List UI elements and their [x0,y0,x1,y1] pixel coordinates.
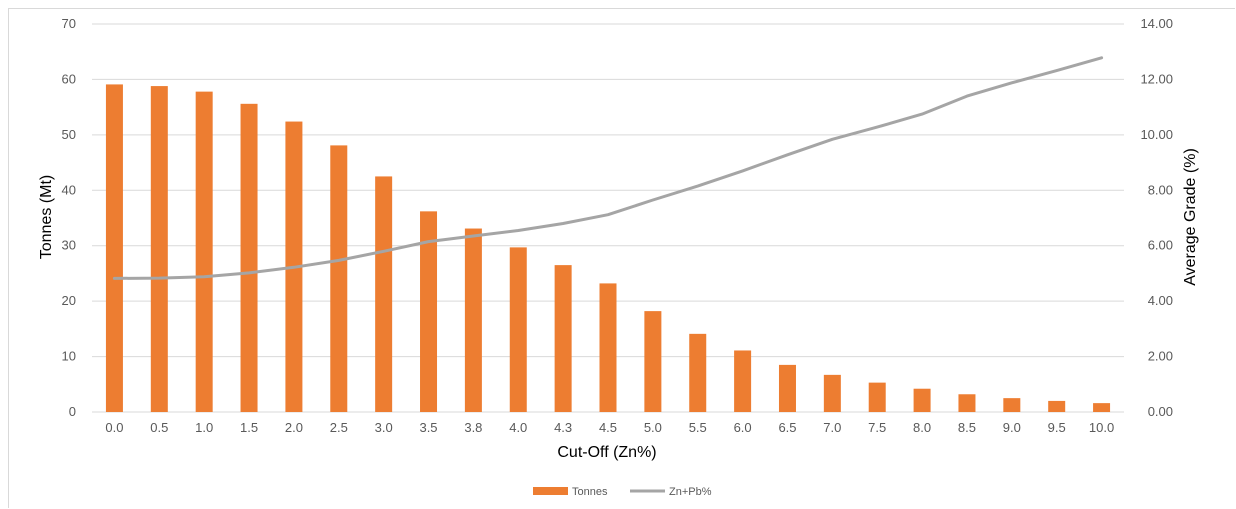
x-tick-label: 3.5 [419,420,437,435]
x-tick-label: 5.0 [644,420,662,435]
bar [958,394,976,412]
bar [1003,398,1021,412]
x-tick-label: 9.0 [1003,420,1021,435]
y-tick-label: 0 [69,404,76,419]
bar [195,91,213,412]
x-tick-label: 0.0 [105,420,123,435]
x-axis-ticks: 0.0 0.5 1.0 1.5 2.0 2.5 3.0 3.5 3.8 4.0 4.3 4.5 5.0 5… [105,420,1114,435]
y-tick-label: 70 [62,16,76,31]
bar [105,84,123,412]
y-axis-right-ticks: 0.00 2.00 4.00 6.00 8.00 10.00 12.00 14.00 [1140,16,1173,419]
bar [375,176,393,412]
y2-tick-label: 6.00 [1148,238,1173,253]
x-tick-label: 3.8 [464,420,482,435]
y2-tick-label: 12.00 [1140,71,1173,86]
bar [689,333,707,412]
x-tick-label: 3.0 [375,420,393,435]
y-axis-left-title: Tonnes (Mt) [38,175,55,259]
bar-series [105,84,1111,413]
bar [599,283,617,412]
legend: Tonnes Zn+Pb% [533,486,712,498]
x-tick-label: 4.3 [554,420,572,435]
y2-tick-label: 4.00 [1148,293,1173,308]
y2-tick-label: 14.00 [1140,16,1173,31]
x-tick-label: 2.5 [330,420,348,435]
x-tick-label: 4.5 [599,420,617,435]
bar [913,388,931,412]
y2-tick-label: 10.00 [1140,127,1173,142]
bar [734,350,752,412]
bar [554,265,572,412]
line-series [112,56,1104,280]
y-axis-right-title: Average Grade (%) [1182,148,1199,286]
y-tick-label: 20 [62,293,76,308]
y2-tick-label: 0.00 [1148,404,1173,419]
x-tick-label: 0.5 [150,420,168,435]
y-tick-label: 10 [62,349,76,364]
x-tick-label: 5.5 [689,420,707,435]
x-tick-label: 6.0 [734,420,752,435]
grade-line [112,56,1104,280]
y-tick-label: 40 [62,182,76,197]
bar [420,211,438,412]
bar [464,228,482,412]
x-tick-label: 2.0 [285,420,303,435]
legend-label-grade: Zn+Pb% [669,486,712,498]
y-tick-label: 60 [62,71,76,86]
y2-tick-label: 2.00 [1148,349,1173,364]
x-tick-label: 7.5 [868,420,886,435]
x-tick-label: 4.0 [509,420,527,435]
bar [240,103,258,413]
x-tick-label: 7.0 [823,420,841,435]
x-tick-label: 10.0 [1089,420,1114,435]
y-tick-label: 30 [62,238,76,253]
x-tick-label: 1.0 [195,420,213,435]
bar [823,374,841,412]
y2-tick-label: 8.00 [1148,182,1173,197]
x-tick-label: 9.5 [1048,420,1066,435]
y-tick-label: 50 [62,127,76,142]
y-axis-left-ticks: 0 10 20 30 40 50 60 70 [62,16,76,419]
x-tick-label: 6.5 [778,420,796,435]
bar [509,247,527,412]
bar [868,382,886,412]
bar [778,364,796,412]
legend-label-tonnes: Tonnes [572,486,608,498]
chart-frame [8,8,1235,508]
x-axis-title: Cut-Off (Zn%) [557,444,656,461]
bar [330,145,348,413]
bar [1093,403,1111,412]
x-tick-label: 8.0 [913,420,931,435]
x-tick-label: 1.5 [240,420,258,435]
legend-swatch-tonnes [533,487,568,495]
bar [644,311,662,412]
bar [150,86,168,412]
x-tick-label: 8.5 [958,420,976,435]
bar [1048,400,1066,412]
